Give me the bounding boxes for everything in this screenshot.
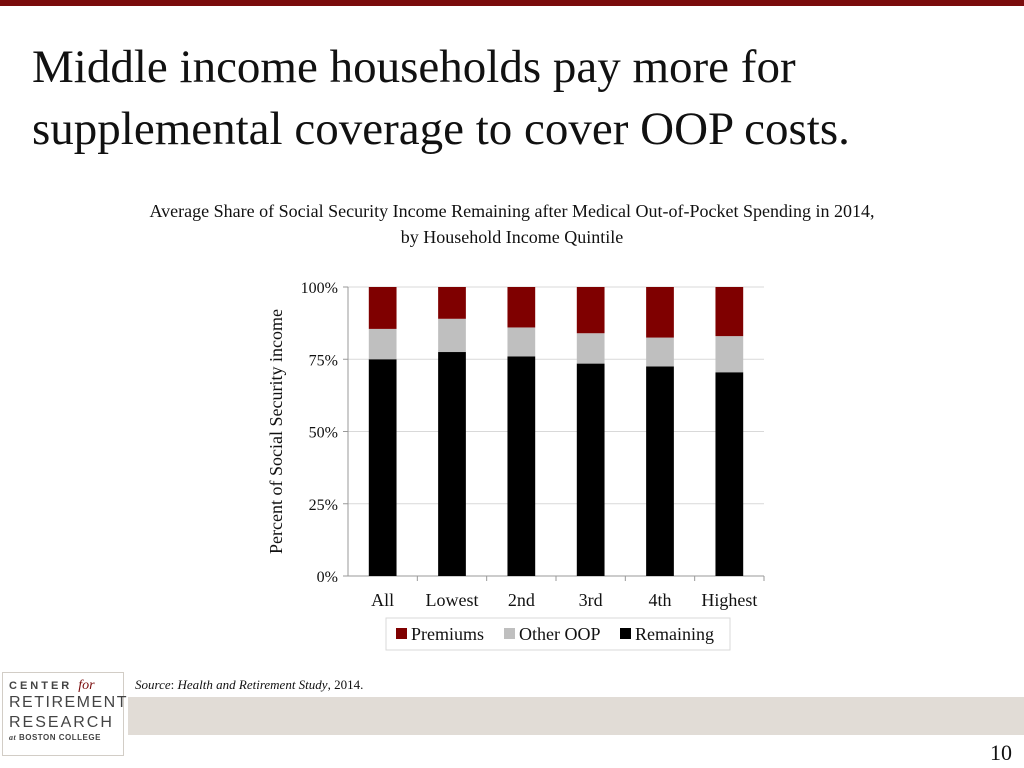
source-study: Health and Retirement Study bbox=[177, 677, 328, 692]
logo-line-3: RESEARCH bbox=[9, 714, 114, 731]
legend-label: Premiums bbox=[411, 624, 484, 644]
legend-swatch bbox=[620, 628, 631, 639]
x-tick-label: Highest bbox=[701, 590, 757, 610]
bar-segment bbox=[646, 366, 674, 576]
bar-segment bbox=[507, 327, 536, 357]
bar-segment bbox=[715, 287, 744, 337]
bar-segment bbox=[646, 287, 674, 338]
x-tick-label: All bbox=[371, 590, 394, 610]
bar-segment bbox=[438, 318, 466, 353]
y-axis-label: Percent of Social Security income bbox=[266, 309, 286, 554]
bar-segment bbox=[438, 287, 466, 319]
y-tick-label: 25% bbox=[309, 497, 338, 514]
page-number: 10 bbox=[990, 740, 1012, 765]
footer-band bbox=[128, 697, 1024, 735]
y-tick-label: 100% bbox=[301, 280, 338, 297]
source-suffix: , 2014. bbox=[327, 677, 364, 692]
bar-segment bbox=[507, 287, 536, 328]
legend-swatch bbox=[396, 628, 407, 639]
source-label: Source bbox=[135, 677, 171, 692]
logo-center: CENTER bbox=[9, 680, 73, 692]
y-tick-label: 75% bbox=[309, 352, 338, 369]
logo-line-2: RETIREMENT bbox=[9, 694, 128, 711]
bar-segment bbox=[576, 287, 605, 334]
logo-line-1: CENTER for bbox=[9, 679, 123, 693]
legend-label: Other OOP bbox=[519, 624, 601, 644]
chart-title-line-2: by Household Income Quintile bbox=[400, 227, 624, 247]
bar-segment bbox=[368, 328, 397, 360]
stacked-bar-chart: 0% 25% 50% 75% 100% All Lowest 2nd 3rd 4th Highest… bbox=[266, 280, 765, 651]
slide-title: Middle income households pay more for su… bbox=[32, 41, 850, 155]
chart-title: Average Share of Social Security Income … bbox=[0, 198, 1024, 250]
legend-swatch bbox=[504, 628, 515, 639]
bar-segment bbox=[368, 359, 397, 576]
bar-segment bbox=[715, 372, 744, 576]
bar-segment bbox=[368, 287, 397, 329]
bar-segment bbox=[646, 337, 674, 367]
bar-segment bbox=[507, 356, 536, 576]
source-separator: : bbox=[170, 677, 178, 692]
y-tick-label: 0% bbox=[317, 569, 338, 586]
bar-segment bbox=[576, 333, 605, 364]
logo-at: at bbox=[9, 733, 17, 742]
logo-boston-college: BOSTON COLLEGE bbox=[18, 733, 101, 742]
crr-logo: CENTER for RETIREMENT RESEARCH at BOSTON… bbox=[2, 672, 128, 756]
logo-for: for bbox=[78, 678, 95, 693]
legend-box bbox=[385, 617, 731, 651]
chart-title-line-1: Average Share of Social Security Income … bbox=[149, 201, 875, 221]
legend-label: Remaining bbox=[635, 624, 714, 644]
y-tick-label: 50% bbox=[309, 425, 338, 442]
x-tick-label: Lowest bbox=[426, 590, 479, 610]
bar-segment bbox=[715, 336, 744, 373]
x-tick-label: 4th bbox=[648, 590, 671, 610]
x-tick-label: 3rd bbox=[579, 590, 603, 610]
logo-line-4: at BOSTON COLLEGE bbox=[9, 733, 123, 743]
top-accent-bar bbox=[0, 0, 1024, 6]
bar-segment bbox=[576, 363, 605, 576]
source-note: Source: Health and Retirement Study, 201… bbox=[135, 677, 363, 693]
x-tick-label: 2nd bbox=[508, 590, 535, 610]
bar-segment bbox=[438, 352, 466, 576]
